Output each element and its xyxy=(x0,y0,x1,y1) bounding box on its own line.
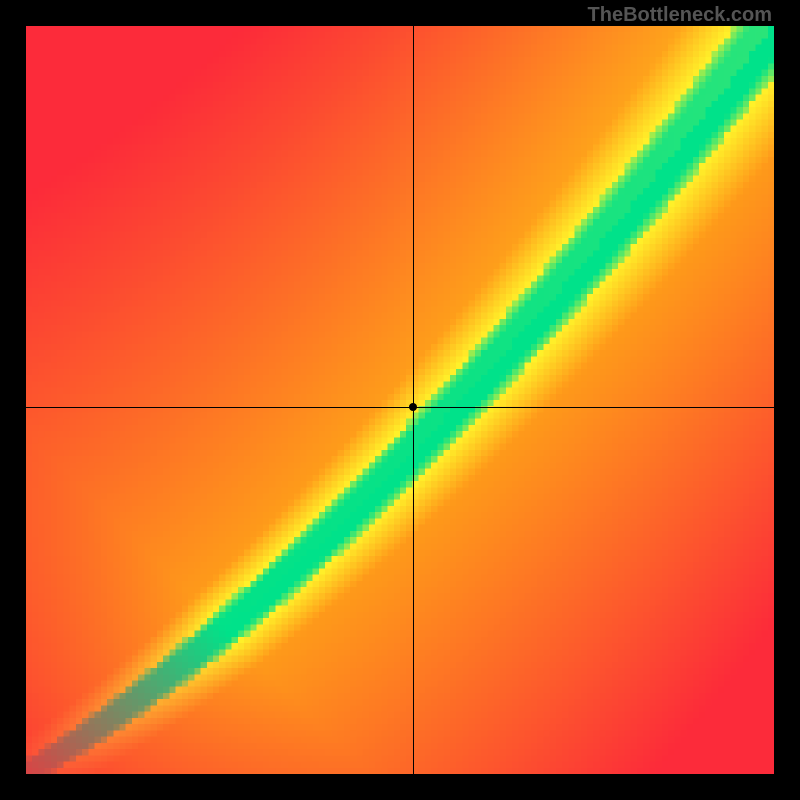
crosshair-marker xyxy=(409,403,417,411)
heatmap-plot-area xyxy=(26,26,774,774)
crosshair-horizontal xyxy=(26,407,774,408)
watermark-text: TheBottleneck.com xyxy=(588,4,772,27)
crosshair-vertical xyxy=(413,26,414,774)
heatmap-canvas xyxy=(26,26,774,774)
